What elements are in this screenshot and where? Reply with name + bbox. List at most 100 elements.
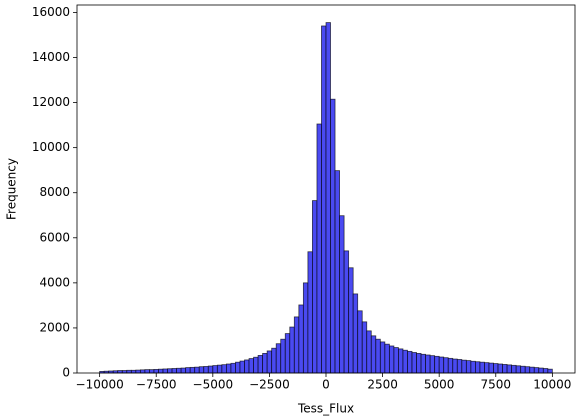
bar bbox=[271, 347, 277, 374]
bar bbox=[149, 369, 155, 374]
bar bbox=[244, 359, 250, 374]
bar bbox=[139, 369, 146, 374]
bar bbox=[262, 352, 268, 374]
x-tick-label: −7500 bbox=[136, 378, 177, 392]
bar bbox=[420, 353, 426, 374]
bar bbox=[257, 355, 264, 374]
y-tick-label: 2000 bbox=[39, 320, 70, 334]
bar bbox=[461, 359, 467, 374]
bar bbox=[207, 365, 214, 374]
bar bbox=[447, 357, 454, 374]
bar bbox=[253, 356, 259, 374]
bar bbox=[402, 349, 408, 374]
y-tick-label: 6000 bbox=[39, 230, 70, 244]
bar bbox=[321, 25, 327, 374]
bar bbox=[325, 22, 331, 374]
bar bbox=[425, 354, 431, 374]
bar bbox=[194, 366, 200, 374]
bar bbox=[248, 358, 254, 374]
bar bbox=[221, 364, 227, 374]
x-tick-label: 5000 bbox=[424, 378, 455, 392]
bar bbox=[343, 250, 350, 374]
bar bbox=[429, 355, 436, 374]
bar bbox=[470, 360, 476, 374]
bar bbox=[511, 364, 517, 374]
bar bbox=[144, 369, 150, 374]
bar bbox=[307, 251, 313, 374]
y-tick-label: 14000 bbox=[32, 50, 70, 64]
bar bbox=[167, 368, 173, 374]
x-tick-label: −5000 bbox=[193, 378, 234, 392]
bar bbox=[388, 345, 395, 374]
bar bbox=[366, 330, 372, 374]
bar bbox=[339, 215, 345, 374]
bar bbox=[488, 362, 494, 374]
bar bbox=[493, 363, 499, 374]
x-tick-label: 0 bbox=[322, 378, 330, 392]
bar bbox=[126, 369, 132, 374]
bar bbox=[393, 347, 399, 374]
bar bbox=[212, 365, 218, 374]
bar bbox=[284, 333, 291, 374]
bar bbox=[398, 348, 404, 374]
bar bbox=[298, 304, 304, 374]
bar bbox=[198, 366, 205, 374]
y-tick-label: 8000 bbox=[39, 185, 70, 199]
x-axis-label: Tess_Flux bbox=[297, 402, 354, 416]
bar bbox=[434, 355, 440, 374]
y-tick-label: 12000 bbox=[32, 95, 70, 109]
x-tick-label: 2500 bbox=[367, 378, 398, 392]
bar bbox=[474, 361, 481, 374]
bar bbox=[502, 364, 508, 374]
bar bbox=[225, 363, 232, 374]
bar bbox=[370, 335, 377, 374]
bar bbox=[538, 367, 544, 374]
bar bbox=[289, 326, 295, 374]
bar bbox=[171, 368, 177, 374]
bar bbox=[484, 362, 490, 374]
bar bbox=[266, 350, 273, 374]
bar bbox=[361, 321, 368, 374]
bar bbox=[275, 343, 282, 374]
bar bbox=[316, 123, 322, 374]
bar bbox=[330, 98, 336, 374]
bar bbox=[230, 362, 236, 374]
bar bbox=[216, 364, 223, 374]
bar bbox=[506, 364, 513, 374]
bar bbox=[529, 366, 535, 374]
bar bbox=[293, 316, 300, 374]
bar bbox=[185, 367, 191, 374]
bar bbox=[443, 357, 449, 374]
bar bbox=[465, 360, 472, 374]
y-axis-label: Frequency bbox=[5, 158, 19, 220]
bar bbox=[515, 365, 522, 374]
bar bbox=[547, 368, 553, 374]
bar bbox=[130, 369, 137, 374]
bar bbox=[375, 338, 381, 374]
bar bbox=[334, 170, 340, 374]
bar bbox=[524, 366, 531, 374]
x-tick-label: 7500 bbox=[480, 378, 511, 392]
bar bbox=[379, 341, 386, 374]
bar bbox=[352, 293, 359, 374]
y-tick-label: 10000 bbox=[32, 140, 70, 154]
bar bbox=[438, 356, 445, 374]
bar bbox=[176, 367, 182, 374]
y-tick-label: 16000 bbox=[32, 5, 70, 19]
bar bbox=[153, 368, 159, 374]
bar bbox=[533, 367, 540, 374]
bar bbox=[135, 369, 141, 374]
y-tick-label: 4000 bbox=[39, 275, 70, 289]
bar bbox=[158, 368, 164, 374]
bar bbox=[384, 343, 390, 374]
bar bbox=[357, 310, 363, 374]
bar bbox=[180, 367, 187, 374]
bar bbox=[280, 338, 286, 374]
bar bbox=[520, 365, 526, 374]
bar bbox=[189, 366, 196, 374]
bar bbox=[203, 366, 209, 374]
bar bbox=[497, 363, 503, 374]
bar bbox=[411, 352, 417, 374]
bar bbox=[542, 368, 549, 374]
